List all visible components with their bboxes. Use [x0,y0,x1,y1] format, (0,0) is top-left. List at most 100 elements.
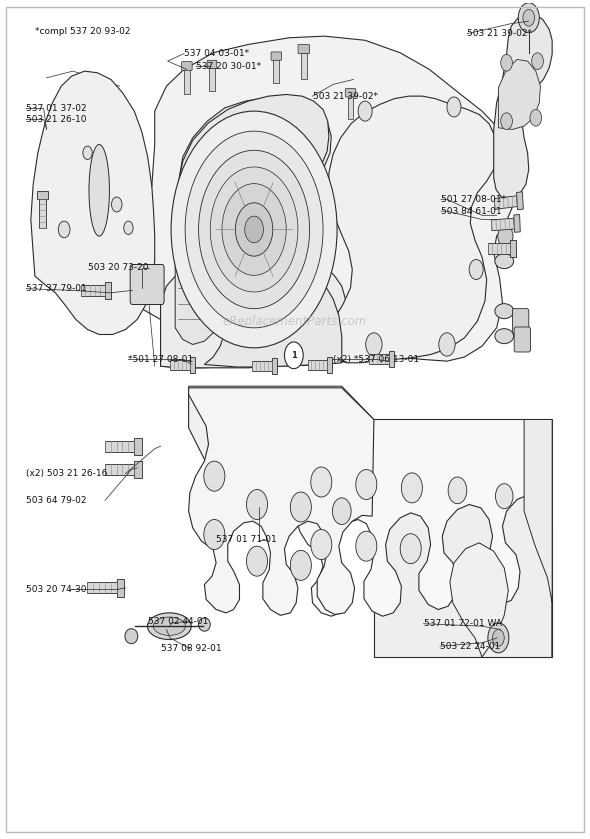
Circle shape [498,226,513,247]
Circle shape [222,184,286,275]
Bar [135,461,142,478]
Circle shape [523,9,535,26]
Polygon shape [450,543,509,657]
Circle shape [448,477,467,503]
FancyBboxPatch shape [182,61,192,70]
Text: 537 02 44-01: 537 02 44-01 [148,617,208,626]
Text: 537 01 72-01 WA: 537 01 72-01 WA [424,619,502,628]
Circle shape [400,534,421,564]
Bar [184,70,190,94]
Circle shape [501,55,512,71]
Text: 503 20 73-20: 503 20 73-20 [87,263,148,273]
Bar [273,60,279,83]
Circle shape [532,53,543,70]
Circle shape [290,550,312,581]
Bar [117,579,124,597]
Bar [271,358,277,374]
Circle shape [235,203,273,256]
Circle shape [247,546,267,576]
FancyBboxPatch shape [345,89,356,97]
FancyBboxPatch shape [298,44,310,54]
Bar [300,53,307,79]
Bar [327,357,332,373]
Circle shape [501,112,512,129]
Text: 537 01 37-02: 537 01 37-02 [26,104,87,113]
Circle shape [518,3,539,33]
Polygon shape [189,388,374,615]
Text: 1: 1 [291,351,297,360]
Circle shape [245,216,264,242]
Bar [348,96,353,119]
Bar [494,195,517,210]
Circle shape [366,333,382,357]
Ellipse shape [495,329,513,344]
FancyBboxPatch shape [271,52,281,60]
Text: 501 27 08-01*: 501 27 08-01* [441,195,506,204]
Circle shape [284,342,303,368]
Bar [388,352,394,367]
Bar [170,360,190,370]
Polygon shape [111,36,517,367]
Polygon shape [524,420,552,657]
Circle shape [112,197,122,212]
Circle shape [356,470,377,499]
Bar [369,355,388,364]
Ellipse shape [495,253,513,268]
Ellipse shape [89,144,109,236]
Ellipse shape [153,617,185,635]
Ellipse shape [199,618,210,631]
Circle shape [204,461,225,491]
Circle shape [311,467,332,497]
Text: 537 20 30-01*: 537 20 30-01* [196,61,261,70]
Text: (x2) 503 21 26-16: (x2) 503 21 26-16 [26,469,107,478]
Circle shape [83,146,92,159]
Circle shape [58,221,70,237]
Text: (x2) *537 06 13-01: (x2) *537 06 13-01 [333,355,419,364]
Circle shape [311,529,332,560]
FancyBboxPatch shape [512,309,529,334]
Text: 537 01 71-01: 537 01 71-01 [216,535,277,544]
Circle shape [124,221,133,234]
Bar [252,361,271,371]
Circle shape [358,102,372,121]
FancyBboxPatch shape [207,60,217,69]
Text: 503 20 74-30: 503 20 74-30 [26,585,87,594]
Bar [209,68,215,91]
Circle shape [247,489,267,519]
Text: *compl 537 20 93-02: *compl 537 20 93-02 [35,27,130,35]
Ellipse shape [125,628,138,644]
Polygon shape [494,14,552,201]
Ellipse shape [495,304,513,319]
Polygon shape [189,393,307,504]
Bar [105,282,112,299]
Circle shape [199,150,310,309]
Text: 537 08 92-01: 537 08 92-01 [160,644,221,654]
Polygon shape [175,171,220,345]
Polygon shape [31,71,155,335]
Circle shape [439,333,455,357]
Polygon shape [327,96,497,362]
Bar [491,218,514,231]
FancyBboxPatch shape [130,264,164,305]
Circle shape [171,111,337,348]
Text: 537 04 03-01*: 537 04 03-01* [184,50,249,58]
Text: eReplacementParts.com: eReplacementParts.com [223,315,367,329]
Circle shape [356,531,377,561]
Circle shape [185,131,323,328]
Bar [87,582,117,593]
Polygon shape [295,394,552,616]
Text: 503 22 24-01: 503 22 24-01 [440,642,500,651]
Text: 503 21 26-10: 503 21 26-10 [26,115,87,124]
Polygon shape [499,60,540,129]
Bar [105,440,135,451]
Bar [514,215,520,232]
Polygon shape [374,420,552,657]
Bar [487,243,510,254]
Circle shape [447,97,461,117]
Circle shape [469,259,483,279]
Circle shape [496,483,513,508]
Text: *501 27 08-01: *501 27 08-01 [129,355,194,364]
Circle shape [493,629,504,646]
Text: 503 84 61-01: 503 84 61-01 [441,206,502,216]
Text: 503 21 39-02*: 503 21 39-02* [313,91,378,101]
